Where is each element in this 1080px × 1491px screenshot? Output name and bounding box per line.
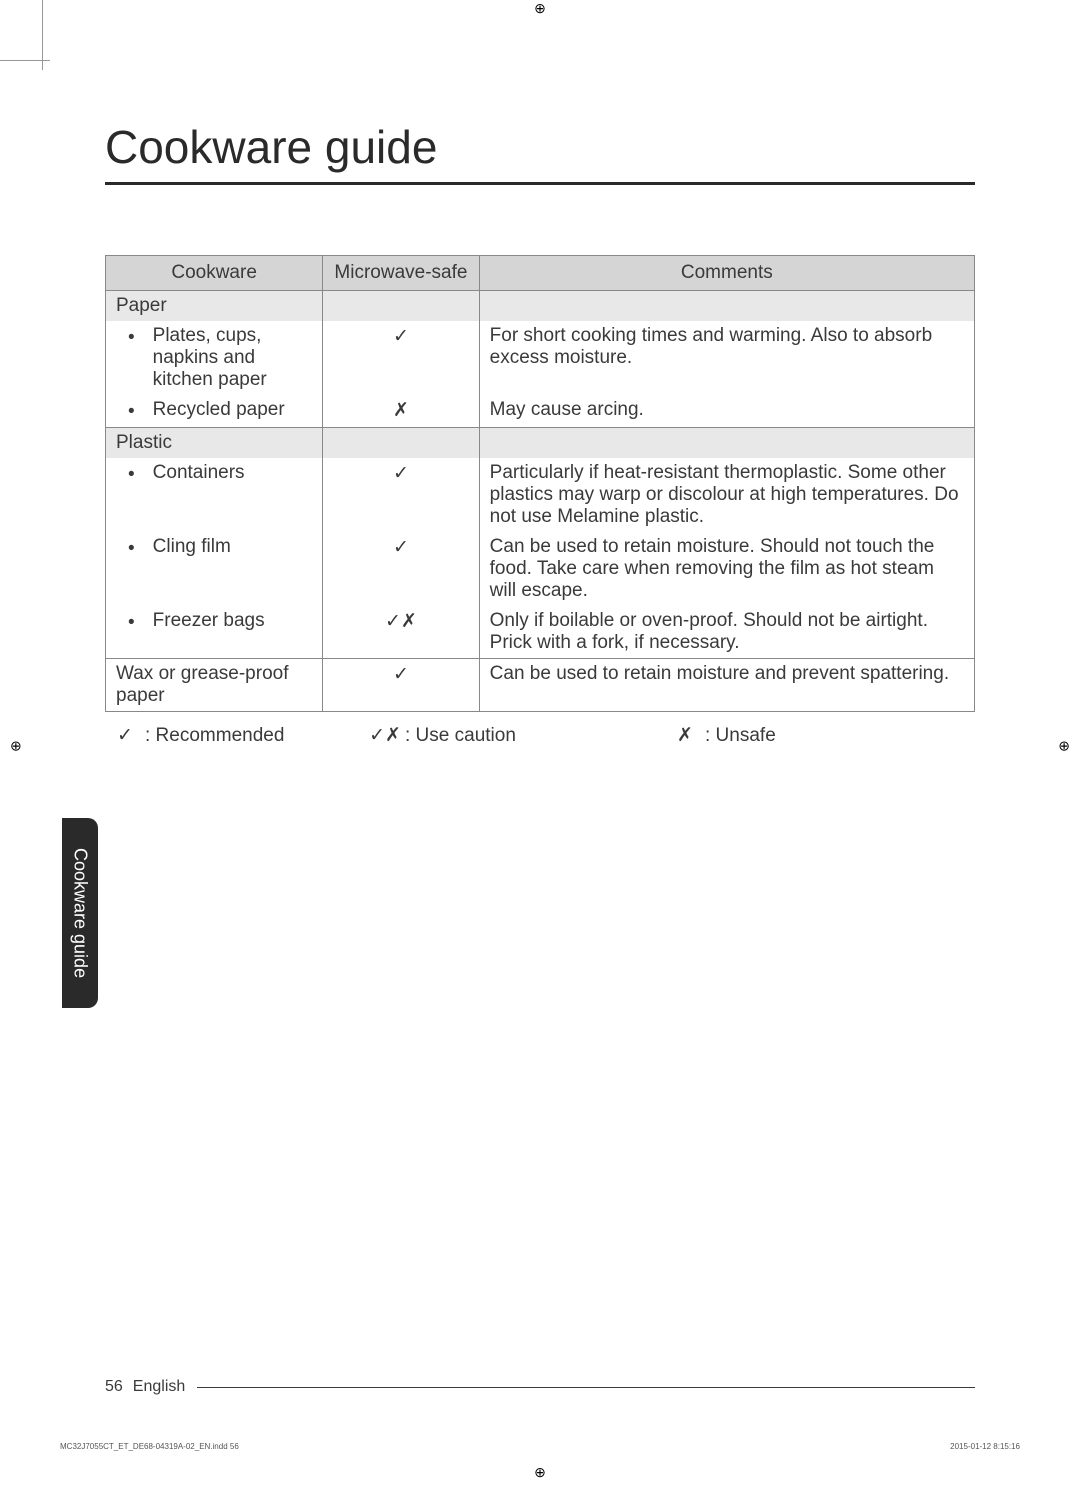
table-row: • Cling film ✓ Can be used to retain moi…: [106, 532, 975, 606]
cookware-table: Cookware Microwave-safe Comments Paper •…: [105, 255, 975, 712]
section-label: Paper: [106, 291, 323, 322]
item-name: Freezer bags: [153, 610, 265, 632]
section-paper: Paper: [106, 291, 975, 322]
crop-mark-left-icon: ⊕: [10, 737, 22, 754]
bullet-icon: •: [128, 327, 135, 349]
empty-cell: [323, 428, 479, 459]
comment-cell: May cause arcing.: [479, 395, 974, 428]
crop-mark-bottom-icon: ⊕: [534, 1464, 546, 1481]
empty-cell: [323, 291, 479, 322]
safe-cell: ✗: [323, 395, 479, 428]
item-name: Recycled paper: [153, 399, 285, 421]
bullet-icon: •: [128, 401, 135, 423]
bullet-icon: •: [128, 612, 135, 634]
comment-cell: Only if boilable or oven-proof. Should n…: [479, 606, 974, 659]
footer-filename: MC32J7055CT_ET_DE68-04319A-02_EN.indd 56: [60, 1442, 239, 1451]
footer-language: English: [133, 1378, 185, 1396]
footer-timestamp: 2015-01-12 8:15:16: [950, 1442, 1020, 1451]
table-row: • Containers ✓ Particularly if heat-resi…: [106, 458, 975, 532]
legend-recommended: ✓ : Recommended: [105, 724, 355, 747]
safe-cell: ✓✗: [323, 606, 479, 659]
table-row: • Plates, cups, napkins and kitchen pape…: [106, 321, 975, 395]
item-name: Cling film: [153, 536, 231, 558]
table-row: • Recycled paper ✗ May cause arcing.: [106, 395, 975, 428]
legend-label: : Unsafe: [705, 725, 776, 747]
legend-label: : Recommended: [145, 725, 284, 747]
bullet-icon: •: [128, 538, 135, 560]
empty-cell: [479, 428, 974, 459]
item-name: Wax or grease-proof paper: [106, 659, 323, 712]
item-cell: • Plates, cups, napkins and kitchen pape…: [106, 321, 323, 395]
legend-caution: ✓✗ : Use caution: [365, 724, 655, 747]
page-footer: 56 English: [105, 1378, 975, 1396]
comment-cell: Can be used to retain moisture. Should n…: [479, 532, 974, 606]
check-icon: ✓: [105, 724, 145, 747]
legend-label: : Use caution: [405, 725, 516, 747]
legend-unsafe: ✗ : Unsafe: [665, 724, 776, 747]
side-tab: Cookware guide: [62, 818, 98, 1008]
header-cookware: Cookware: [106, 256, 323, 291]
page-title: Cookware guide: [105, 120, 975, 185]
page-number: 56: [105, 1378, 123, 1396]
item-name: Plates, cups, napkins and kitchen paper: [153, 325, 313, 391]
crop-mark-top-icon: ⊕: [534, 0, 546, 17]
comment-cell: For short cooking times and warming. Als…: [479, 321, 974, 395]
safe-cell: ✓: [323, 458, 479, 532]
crop-line: [0, 60, 50, 61]
table-row: • Freezer bags ✓✗ Only if boilable or ov…: [106, 606, 975, 659]
empty-cell: [479, 291, 974, 322]
table-row: Wax or grease-proof paper ✓ Can be used …: [106, 659, 975, 712]
item-cell: • Freezer bags: [106, 606, 323, 659]
table-header-row: Cookware Microwave-safe Comments: [106, 256, 975, 291]
item-cell: • Recycled paper: [106, 395, 323, 428]
bullet-icon: •: [128, 464, 135, 486]
section-plastic: Plastic: [106, 428, 975, 459]
cross-icon: ✗: [665, 724, 705, 747]
check-cross-icon: ✓✗: [365, 724, 405, 747]
safe-cell: ✓: [323, 532, 479, 606]
item-cell: • Cling film: [106, 532, 323, 606]
page-content: Cookware guide Cookware Microwave-safe C…: [0, 0, 1080, 807]
item-name: Containers: [153, 462, 245, 484]
safe-cell: ✓: [323, 659, 479, 712]
safe-cell: ✓: [323, 321, 479, 395]
header-comments: Comments: [479, 256, 974, 291]
section-label: Plastic: [106, 428, 323, 459]
legend: ✓ : Recommended ✓✗ : Use caution ✗ : Uns…: [105, 724, 975, 747]
crop-mark-right-icon: ⊕: [1058, 737, 1070, 754]
header-safe: Microwave-safe: [323, 256, 479, 291]
comment-cell: Particularly if heat-resistant thermopla…: [479, 458, 974, 532]
footer-line: [197, 1387, 975, 1388]
item-cell: • Containers: [106, 458, 323, 532]
comment-cell: Can be used to retain moisture and preve…: [479, 659, 974, 712]
